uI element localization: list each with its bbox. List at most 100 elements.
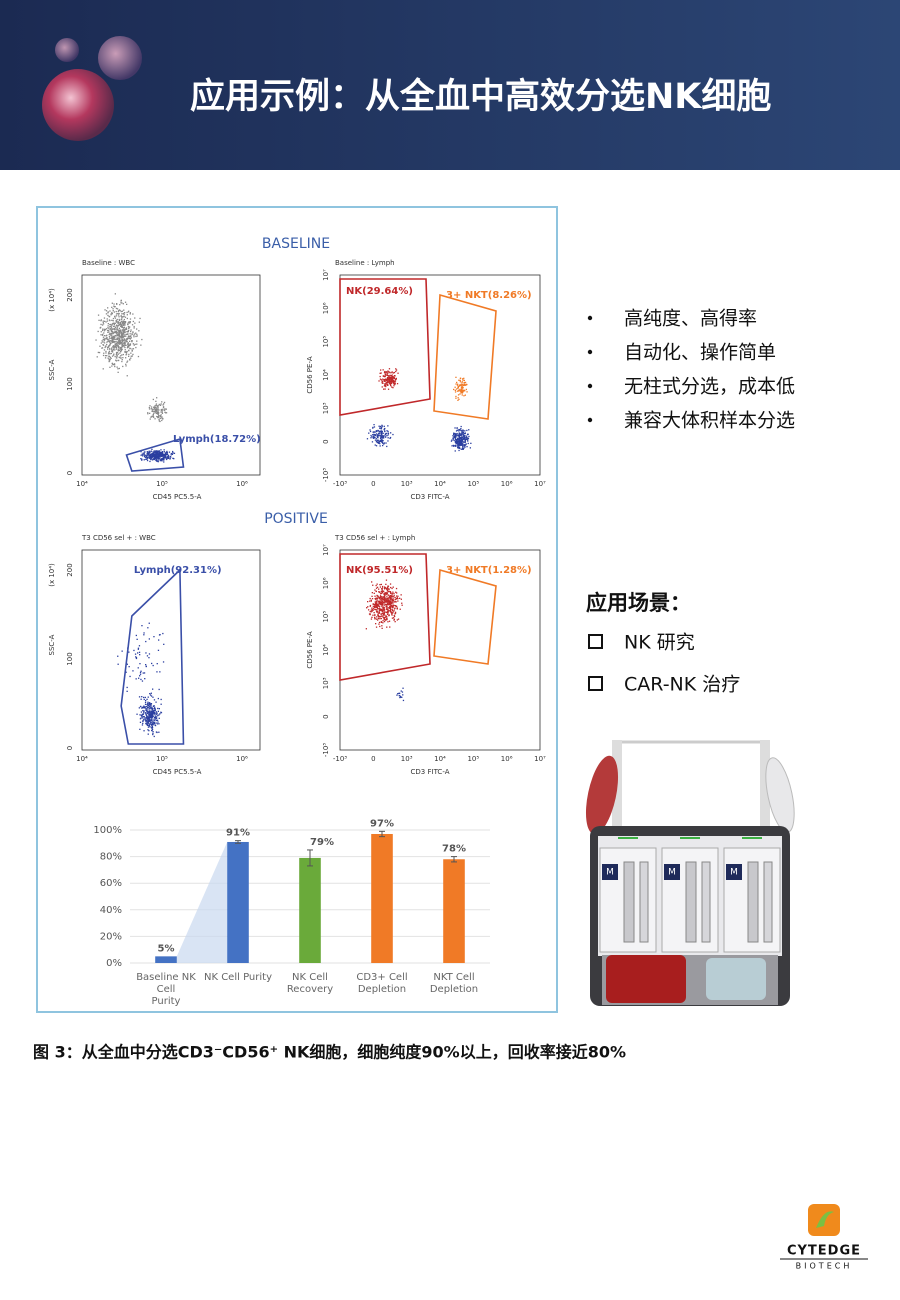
cell-dot	[128, 346, 130, 348]
cell-dot	[461, 394, 463, 396]
gate-label: 3+ NKT(1.28%)	[446, 565, 532, 576]
cell-dot	[136, 328, 138, 330]
cell-dot	[378, 441, 380, 444]
cell-dot	[141, 453, 143, 455]
cell-dot	[460, 383, 462, 385]
cell-dot	[382, 620, 384, 622]
cell-dot	[151, 729, 153, 732]
cell-dot	[155, 712, 157, 714]
cell-dot	[452, 439, 455, 441]
cell-dot	[100, 334, 102, 336]
cell-dot	[147, 719, 149, 721]
cell-dot	[110, 326, 113, 328]
cell-dot	[460, 428, 462, 430]
cell-dot	[126, 338, 128, 341]
cell-dot	[153, 707, 156, 710]
cell-dot	[380, 372, 382, 374]
cell-dot	[148, 455, 150, 457]
cell-dot	[146, 451, 148, 453]
cell-dot	[121, 302, 123, 304]
cell-dot	[150, 722, 152, 724]
cell-dot	[381, 424, 383, 426]
cell-dot	[150, 710, 153, 712]
cell-dot	[108, 340, 110, 343]
cell-dot	[154, 406, 156, 409]
cell-dot	[112, 335, 114, 337]
cell-dot	[140, 678, 142, 681]
cell-dot	[463, 435, 465, 437]
cell-dot	[166, 452, 168, 454]
bar	[155, 956, 177, 963]
cell-dot	[145, 652, 147, 654]
cell-dot	[385, 579, 388, 581]
cell-dot	[375, 601, 377, 604]
cell-dot	[464, 437, 466, 439]
cell-dot	[157, 457, 160, 459]
cell-dot	[143, 672, 146, 674]
cell-dot	[160, 449, 162, 451]
cell-dot	[367, 606, 369, 608]
cell-dot	[391, 386, 393, 388]
cell-dot	[112, 363, 115, 366]
cell-dot	[156, 723, 159, 725]
cell-dot	[466, 446, 468, 448]
cell-dot	[455, 433, 457, 435]
cell-dot	[394, 621, 396, 623]
cell-dot	[375, 623, 377, 625]
cell-dot	[148, 710, 151, 713]
cell-dot	[104, 329, 106, 331]
cell-dot	[147, 726, 150, 728]
x-tick-label: 10⁵	[156, 755, 168, 763]
cell-dot	[377, 434, 379, 437]
gate	[339, 278, 431, 416]
cell-dot	[124, 335, 126, 337]
cell-dot	[118, 331, 120, 333]
cell-dot	[116, 330, 118, 332]
cell-dot	[392, 612, 394, 614]
cell-dot	[150, 720, 153, 722]
cell-dot	[124, 331, 126, 333]
cell-dot	[156, 450, 158, 452]
cell-dot	[463, 434, 465, 436]
cell-dot	[128, 666, 130, 668]
cell-dot	[150, 692, 152, 694]
cell-dot	[104, 339, 106, 341]
cell-dot	[388, 588, 390, 590]
cell-dot	[153, 454, 155, 456]
module-label: M	[668, 868, 676, 878]
cell-dot	[366, 438, 369, 440]
cell-dot	[457, 435, 459, 437]
cell-dot	[377, 440, 379, 442]
cell-dot	[114, 365, 116, 368]
cell-dot	[381, 627, 383, 629]
cell-dot	[110, 333, 112, 335]
cell-dot	[149, 412, 151, 414]
cell-dot	[382, 622, 384, 624]
cell-dot	[123, 335, 125, 338]
cell-dot	[384, 371, 387, 373]
cell-dot	[453, 434, 455, 436]
cell-dot	[385, 587, 387, 589]
cell-dot	[135, 346, 137, 349]
cell-dot	[461, 381, 463, 383]
cell-dot	[467, 440, 469, 442]
cell-dot	[383, 594, 386, 596]
cell-dot	[126, 311, 128, 314]
cell-dot	[142, 719, 145, 721]
cell-dot	[381, 437, 383, 439]
x-tick-label: 10³	[401, 480, 413, 488]
cell-dot	[149, 405, 151, 407]
cell-dot	[115, 353, 118, 356]
cell-dot	[156, 415, 158, 418]
cell-dot	[115, 307, 118, 310]
cell-dot	[387, 603, 389, 606]
cell-dot	[388, 376, 390, 378]
cell-dot	[111, 337, 113, 340]
cell-dot	[127, 330, 129, 332]
cell-dot	[124, 321, 127, 323]
cell-dot	[460, 390, 462, 392]
cell-dot	[392, 611, 394, 613]
cell-dot	[378, 588, 380, 590]
x-tick-label: 0	[371, 480, 375, 488]
cell-dot	[376, 616, 378, 618]
